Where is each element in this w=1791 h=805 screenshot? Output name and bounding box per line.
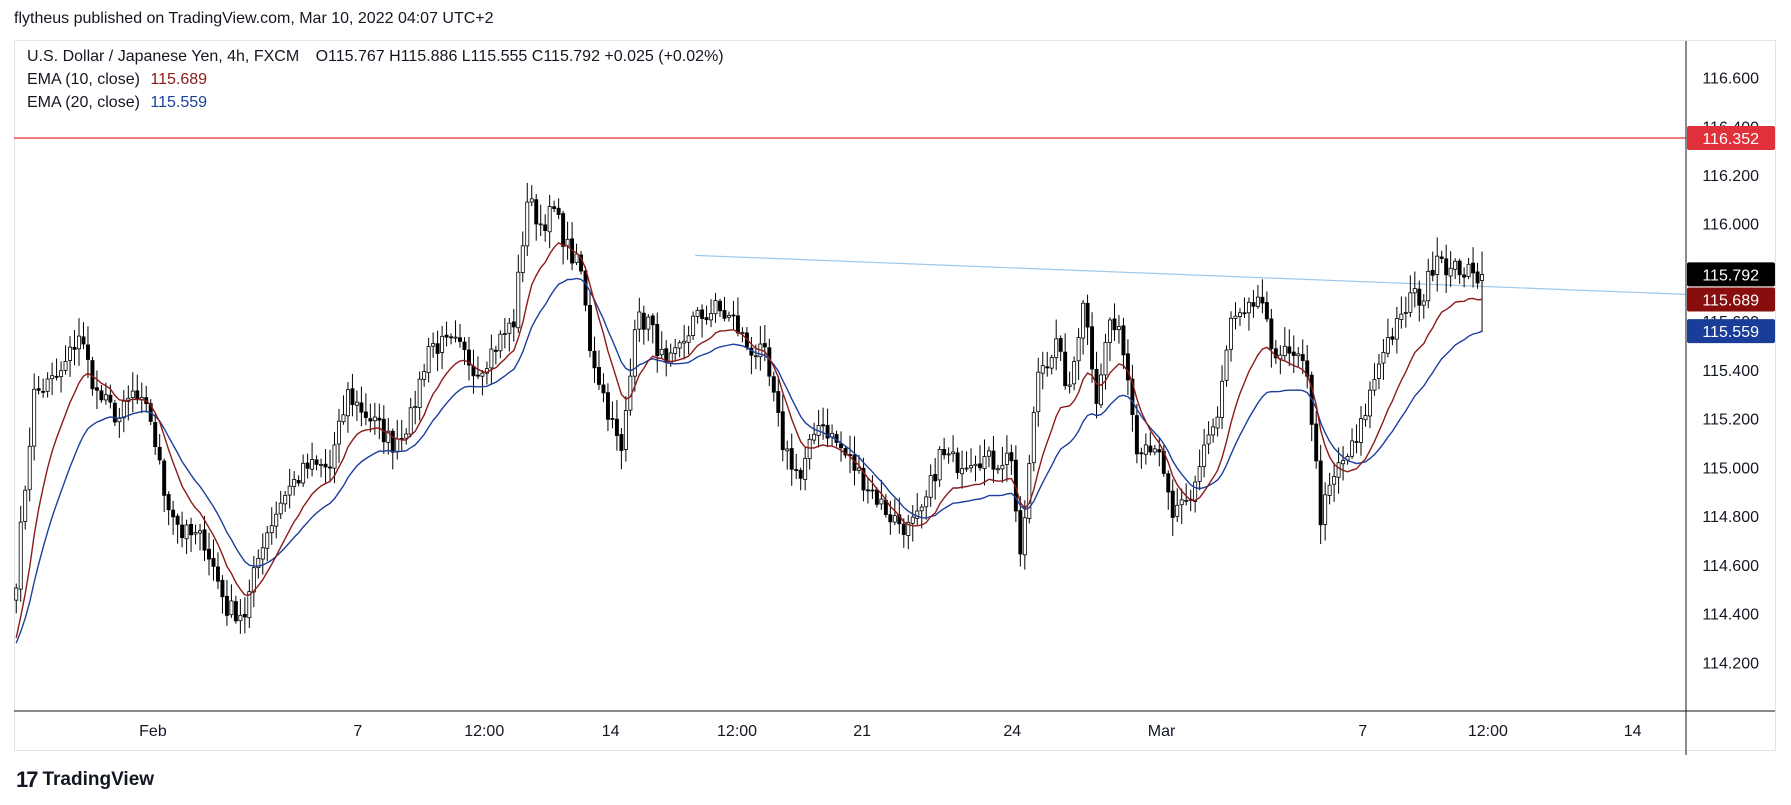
legend-ema20-row: EMA (20, close) 115.559 <box>27 94 207 112</box>
legend-ema10-row: EMA (10, close) 115.689 <box>27 71 207 89</box>
legend-ema10-value: 115.689 <box>150 71 208 88</box>
tradingview-logo-text: TradingView <box>42 769 155 790</box>
chart-frame <box>14 40 1776 751</box>
legend-ema20-label: EMA (20, close) <box>27 94 140 111</box>
legend-symbol-row: U.S. Dollar / Japanese Yen, 4h, FXCM O11… <box>27 48 724 66</box>
legend-ohlc: O115.767 H115.886 L115.555 C115.792 +0.0… <box>315 48 724 65</box>
publisher-line: flytheus published on TradingView.com, M… <box>14 10 494 27</box>
legend-ema20-value: 115.559 <box>150 94 208 111</box>
legend-ema10-label: EMA (10, close) <box>27 71 140 88</box>
tradingview-logo-icon: 17 <box>16 767 39 792</box>
tradingview-logo[interactable]: 17 TradingView <box>16 767 154 793</box>
legend-symbol: U.S. Dollar / Japanese Yen, 4h, FXCM <box>27 48 300 65</box>
